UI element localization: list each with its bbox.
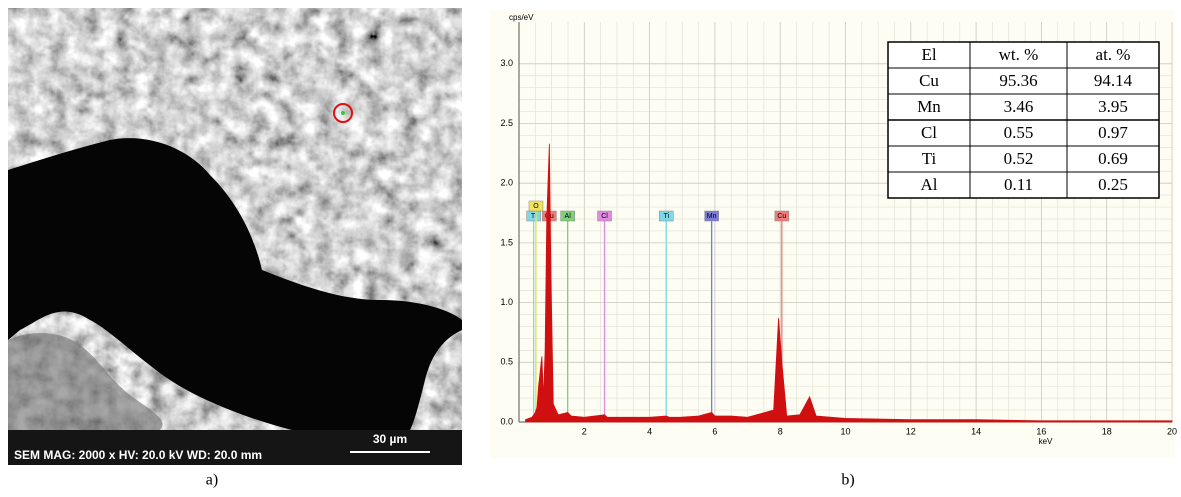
x-axis-label: keV bbox=[1039, 437, 1053, 446]
table-cell: 0.69 bbox=[1098, 149, 1128, 168]
table-header-cell: wt. % bbox=[999, 45, 1039, 64]
x-tick-label: 20 bbox=[1167, 426, 1177, 436]
x-tick-label: 18 bbox=[1102, 426, 1112, 436]
table-cell: Cu bbox=[919, 71, 939, 90]
element-tag bbox=[597, 210, 612, 222]
y-tick-label: 0.5 bbox=[500, 357, 513, 367]
y-tick-label: 2.5 bbox=[500, 118, 513, 128]
element-label: Cu bbox=[777, 213, 786, 220]
y-tick-label: 0.0 bbox=[500, 416, 513, 426]
y-axis-label: cps/eV bbox=[509, 13, 534, 22]
table-header-cell: El bbox=[921, 45, 936, 64]
table-cell: 0.25 bbox=[1098, 175, 1128, 194]
table-header-cell: at. % bbox=[1096, 45, 1131, 64]
table-cell: 3.46 bbox=[1004, 97, 1034, 116]
x-tick-label: 2 bbox=[582, 426, 587, 436]
x-tick-label: 4 bbox=[647, 426, 652, 436]
table-cell: 95.36 bbox=[999, 71, 1037, 90]
y-tick-label: 2.0 bbox=[500, 178, 513, 188]
element-label: Ti bbox=[663, 213, 669, 220]
element-label: Cl bbox=[601, 213, 608, 220]
sem-pore bbox=[8, 138, 462, 432]
element-tag bbox=[560, 210, 575, 222]
table-cell: 0.52 bbox=[1004, 149, 1034, 168]
table-cell: Al bbox=[921, 175, 938, 194]
y-tick-label: 1.0 bbox=[500, 297, 513, 307]
table-cell: 3.95 bbox=[1098, 97, 1128, 116]
analysis-spot bbox=[333, 103, 353, 123]
element-tag bbox=[528, 200, 544, 212]
x-tick-label: 10 bbox=[840, 426, 850, 436]
x-tick-label: 8 bbox=[778, 426, 783, 436]
x-tick-label: 12 bbox=[906, 426, 916, 436]
plot: 2 4 6 8 10 12 14 16 18 20 0.0 0.5 1.0 1.5 2.0 2.5 3.0 cps… bbox=[500, 13, 1177, 446]
table-cell: 0.55 bbox=[1004, 123, 1034, 142]
table-cell: Cl bbox=[921, 123, 937, 142]
element-tag bbox=[659, 210, 674, 222]
x-tick-label: 14 bbox=[971, 426, 981, 436]
sem-info-bar bbox=[8, 430, 462, 465]
element-label: O bbox=[533, 203, 539, 210]
sem-ridge bbox=[8, 333, 163, 430]
sem-image: SEM MAG: 2000 x HV: 20.0 kV WD: 20.0 mm … bbox=[8, 8, 462, 465]
element-label: Mn bbox=[707, 213, 717, 220]
element-label: Ti bbox=[531, 213, 537, 220]
caption: b) bbox=[841, 472, 854, 489]
table-cell: Ti bbox=[922, 149, 937, 168]
y-tick-label: 1.5 bbox=[500, 237, 513, 247]
scale-label: 30 µm bbox=[373, 432, 407, 446]
table-cell: Mn bbox=[917, 97, 941, 116]
element-tag bbox=[704, 210, 719, 222]
sem-info: SEM MAG: 2000 x HV: 20.0 kV WD: 20.0 mm bbox=[14, 448, 262, 462]
analysis-dot bbox=[341, 111, 345, 115]
table-cell: 0.97 bbox=[1098, 123, 1128, 142]
element-label: Al bbox=[565, 213, 572, 220]
caption: a) bbox=[206, 472, 218, 489]
element-tag bbox=[774, 210, 790, 222]
table-cell: 0.11 bbox=[1004, 175, 1033, 194]
x-tick-label: 16 bbox=[1036, 426, 1046, 436]
spectrum bbox=[525, 143, 1173, 423]
y-tick-label: 3.0 bbox=[500, 58, 513, 68]
result-table: El wt. % at. % Cu 95.36 94.14 Mn 3.46 3.95 Cl 0.55… bbox=[887, 41, 1160, 199]
x-tick-label: 6 bbox=[712, 426, 717, 436]
table-cell: 94.14 bbox=[1094, 71, 1133, 90]
